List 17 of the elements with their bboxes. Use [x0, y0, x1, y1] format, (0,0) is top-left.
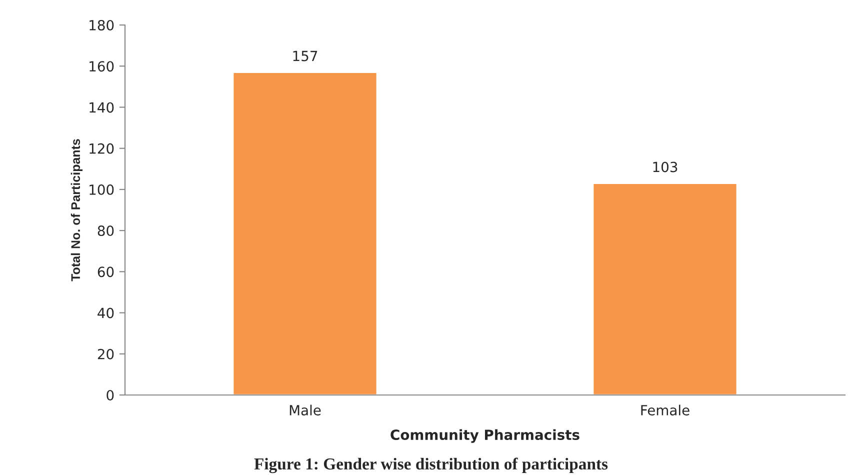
x-axis-title: Community Pharmacists [390, 429, 580, 443]
y-tick-label: 40 [98, 308, 114, 318]
y-tick-label: 120 [90, 143, 114, 154]
x-tick-label: Female [641, 404, 690, 416]
data-label: 157 [293, 50, 318, 62]
y-tick-label: 0 [106, 390, 114, 400]
y-tick-label: 100 [90, 184, 114, 195]
y-tick-label: 20 [98, 348, 114, 360]
y-tick-label: 160 [90, 61, 114, 72]
y-tick-label: 60 [98, 266, 114, 278]
y-tick-label: 180 [90, 20, 114, 30]
y-tick-label: 140 [90, 102, 114, 113]
y-tick-label: 80 [98, 226, 114, 236]
x-tick-label: Male [290, 404, 321, 416]
y-axis-title: Total No. of Participants [70, 139, 83, 282]
caption: Figure 1: Gender wise distribution of participants [254, 458, 608, 474]
data-label: 103 [653, 162, 678, 172]
